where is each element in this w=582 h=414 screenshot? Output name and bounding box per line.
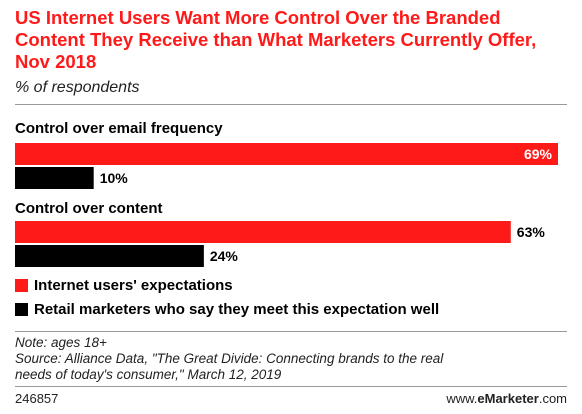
bar-retail-marketers-0	[15, 167, 94, 189]
footer-divider	[15, 386, 567, 387]
bar-internet-users-1	[15, 221, 511, 243]
note-text: Note: ages 18+	[15, 335, 107, 350]
legend-item-retail-marketers: Retail marketers who say they meet this …	[15, 301, 439, 318]
category-label-content: Control over content	[15, 200, 163, 217]
top-divider	[15, 104, 567, 105]
brand-url: www.eMarketer.com	[446, 391, 567, 406]
bar-internet-users-0	[15, 143, 558, 165]
legend-swatch-black	[15, 303, 28, 316]
data-label-internet-users-1: 63%	[517, 224, 546, 240]
data-label-retail-marketers-0: 10%	[100, 170, 129, 186]
chart-title: US Internet Users Want More Control Over…	[15, 7, 537, 72]
chart-id: 246857	[15, 391, 59, 406]
legend-label: Internet users' expectations	[34, 277, 233, 294]
category-label-email-frequency: Control over email frequency	[15, 120, 223, 137]
legend-label: Retail marketers who say they meet this …	[34, 301, 440, 318]
data-label-internet-users-0: 69%	[524, 146, 553, 162]
bar-retail-marketers-1	[15, 245, 204, 267]
brand-name: eMarketer	[477, 391, 539, 406]
source-text-line1: Source: Alliance Data, "The Great Divide…	[15, 351, 444, 366]
brand-prefix: www.	[446, 391, 478, 406]
bottom-divider	[15, 331, 567, 332]
data-label-retail-marketers-1: 24%	[210, 248, 239, 264]
chart-subtitle: % of respondents	[15, 79, 140, 96]
brand-suffix: .com	[538, 391, 567, 406]
source-text-line2: needs of today's consumer," March 12, 20…	[15, 367, 282, 382]
legend-item-internet-users: Internet users' expectations	[15, 277, 233, 294]
legend-swatch-red	[15, 279, 28, 292]
